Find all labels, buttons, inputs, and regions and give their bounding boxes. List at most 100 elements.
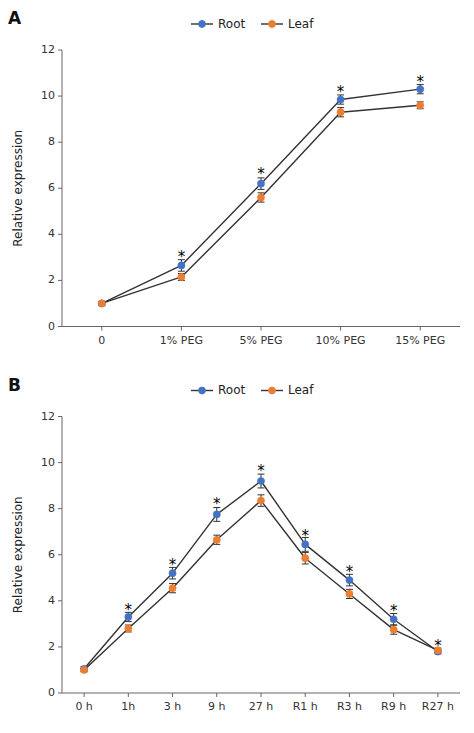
y-tick — [58, 508, 62, 509]
point — [125, 625, 132, 632]
legend-label: Root — [218, 383, 245, 397]
point — [98, 300, 105, 307]
plot-area — [98, 85, 424, 307]
error-bar — [337, 108, 344, 117]
panel-label: B — [8, 375, 21, 395]
y-tick-label: 12 — [41, 410, 55, 423]
annotation: * — [390, 602, 398, 620]
x-tick — [101, 327, 102, 331]
y-tick — [58, 693, 62, 694]
x-tick-label: 0 h — [75, 700, 92, 713]
legend-label: Leaf — [288, 17, 314, 31]
point — [213, 536, 220, 543]
error-bar — [417, 102, 424, 109]
point — [337, 109, 344, 116]
legend-item: Leaf — [261, 17, 314, 31]
x-tick — [128, 693, 129, 697]
y-tick-label: 6 — [48, 548, 55, 561]
panel: B024681012Relative expression0 h1h3 h9 h… — [8, 375, 460, 714]
legend: Root Leaf — [191, 383, 314, 397]
point — [302, 555, 309, 562]
point — [346, 590, 353, 597]
series-line — [102, 105, 420, 303]
legend-swatch-marker — [269, 387, 276, 394]
x-tick-label: 15% PEG — [395, 334, 445, 347]
error-bar — [213, 535, 220, 544]
y-tick — [58, 326, 62, 327]
point — [390, 626, 397, 633]
legend: Root Leaf — [191, 17, 314, 31]
series-line — [102, 89, 420, 303]
annotation: * — [301, 527, 309, 545]
y-tick — [58, 142, 62, 143]
x-tick — [216, 693, 217, 697]
annotation: * — [178, 248, 186, 266]
annotation: * — [169, 556, 177, 574]
x-tick-label: R27 h — [422, 700, 454, 713]
annotation: * — [434, 637, 442, 655]
x-tick-label: 9 h — [208, 700, 225, 713]
y-tick — [58, 50, 62, 51]
error-bar — [178, 274, 185, 281]
y-tick — [58, 462, 62, 463]
point — [81, 666, 88, 673]
y-tick — [58, 188, 62, 189]
panel-label: A — [8, 8, 22, 28]
plot-area — [81, 474, 442, 673]
error-bar — [390, 625, 397, 634]
y-tick — [58, 600, 62, 601]
error-bar — [302, 552, 309, 564]
error-bar — [346, 589, 353, 598]
y-tick — [58, 416, 62, 417]
y-tick-label: 4 — [48, 227, 55, 240]
series-line — [84, 481, 438, 669]
y-axis-label: Relative expression — [11, 496, 25, 613]
y-tick-label: 0 — [48, 686, 55, 699]
chart-root: A024681012Relative expression01% PEG5% P… — [0, 0, 474, 733]
y-tick — [58, 554, 62, 555]
x-tick-label: R3 h — [337, 700, 362, 713]
error-bar — [169, 584, 176, 593]
x-tick-label: 27 h — [249, 700, 273, 713]
legend-swatch-marker — [199, 21, 206, 28]
point — [257, 194, 264, 201]
x-tick — [420, 327, 421, 331]
y-tick-label: 2 — [48, 273, 55, 286]
y-tick-label: 10 — [41, 89, 55, 102]
x-tick — [172, 693, 173, 697]
y-tick-label: 0 — [48, 320, 55, 333]
point — [257, 497, 264, 504]
point — [417, 102, 424, 109]
annotation: * — [416, 73, 424, 91]
x-tick-label: 3 h — [164, 700, 181, 713]
legend-swatch-marker — [199, 387, 206, 394]
x-tick-label: 5% PEG — [239, 334, 282, 347]
annotation: * — [125, 601, 133, 619]
point — [178, 273, 185, 280]
y-tick-label: 8 — [48, 502, 55, 515]
legend-item: Leaf — [261, 383, 314, 397]
x-tick — [181, 327, 182, 331]
error-bar — [125, 625, 132, 632]
legend-label: Leaf — [288, 383, 314, 397]
error-bar — [258, 193, 265, 202]
x-tick — [305, 693, 306, 697]
y-axis-label: Relative expression — [11, 130, 25, 247]
y-tick — [58, 646, 62, 647]
x-tick-label: 0 — [98, 334, 105, 347]
x-tick — [84, 693, 85, 697]
legend-swatch-marker — [269, 21, 276, 28]
point — [169, 585, 176, 592]
y-tick-label: 8 — [48, 135, 55, 148]
annotation: * — [346, 563, 354, 581]
y-tick-label: 2 — [48, 640, 55, 653]
x-tick — [340, 327, 341, 331]
x-tick-label: 1h — [121, 700, 135, 713]
y-tick — [58, 280, 62, 281]
annotation: * — [213, 495, 221, 513]
y-tick-label: 6 — [48, 181, 55, 194]
annotation: * — [257, 165, 265, 183]
x-tick — [349, 693, 350, 697]
legend-item: Root — [191, 17, 245, 31]
y-tick-label: 12 — [41, 43, 55, 56]
